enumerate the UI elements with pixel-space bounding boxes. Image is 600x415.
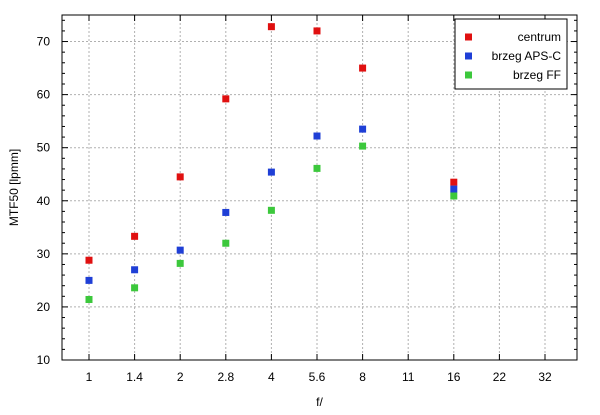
x-axis-tick-labels: 1 1.4 2 2.8 4 5.6 8 11 16 22 32 xyxy=(86,370,552,384)
data-point-brzeg-ff xyxy=(131,284,139,292)
legend-box xyxy=(454,18,568,90)
x-tick-label: 5.6 xyxy=(309,370,326,384)
data-point-brzeg-ff xyxy=(359,142,367,150)
y-tick-label: 60 xyxy=(37,88,51,102)
data-point-brzeg-ff xyxy=(222,239,230,247)
x-tick-label: 22 xyxy=(493,370,507,384)
data-point-centrum xyxy=(313,27,321,35)
y-tick-label: 30 xyxy=(37,247,51,261)
legend-label: brzeg FF xyxy=(513,68,561,82)
data-point-brzeg-aps-c xyxy=(450,185,458,193)
data-point-centrum xyxy=(85,256,93,264)
y-tick-label: 10 xyxy=(37,353,51,367)
data-point-brzeg-aps-c xyxy=(176,246,184,254)
legend-label: centrum xyxy=(518,30,561,44)
data-point-centrum xyxy=(359,64,367,72)
data-points xyxy=(85,23,458,303)
legend-marker xyxy=(465,33,472,41)
y-tick-label: 40 xyxy=(37,194,51,208)
x-tick-label: 1 xyxy=(86,370,93,384)
x-tick-label: 1.4 xyxy=(126,370,143,384)
data-point-brzeg-aps-c xyxy=(131,266,139,274)
x-tick-label: 4 xyxy=(268,370,275,384)
x-axis-title: f/ xyxy=(316,395,323,409)
data-point-brzeg-ff xyxy=(313,164,321,172)
x-tick-label: 8 xyxy=(359,370,366,384)
data-point-centrum xyxy=(176,173,184,181)
x-tick-label: 32 xyxy=(538,370,552,384)
grid-lines xyxy=(62,15,577,360)
legend-marker xyxy=(465,71,472,79)
x-tick-label: 2 xyxy=(177,370,184,384)
data-point-brzeg-ff xyxy=(176,259,184,267)
data-point-brzeg-aps-c xyxy=(359,125,367,133)
x-tick-label: 2.8 xyxy=(217,370,234,384)
data-point-centrum xyxy=(131,232,139,240)
data-point-centrum xyxy=(267,23,275,31)
axis-ticks xyxy=(62,15,577,361)
data-point-centrum xyxy=(450,178,458,186)
legend-label: brzeg APS-C xyxy=(492,49,562,63)
plot-area xyxy=(61,14,578,361)
data-point-brzeg-aps-c xyxy=(267,168,275,176)
data-point-brzeg-aps-c xyxy=(222,208,230,216)
legend: centrum brzeg APS-C brzeg FF xyxy=(454,18,568,90)
data-point-brzeg-ff xyxy=(450,192,458,200)
x-tick-label: 16 xyxy=(447,370,461,384)
data-point-brzeg-aps-c xyxy=(313,132,321,140)
data-point-brzeg-aps-c xyxy=(85,276,93,284)
y-axis-tick-labels: 10 20 30 40 50 60 70 xyxy=(37,35,51,367)
legend-marker xyxy=(465,52,472,60)
x-tick-label: 11 xyxy=(402,370,415,384)
y-tick-label: 20 xyxy=(37,300,51,314)
data-point-brzeg-ff xyxy=(85,295,93,303)
data-point-brzeg-ff xyxy=(267,206,275,214)
y-axis-title: MTF50 [lpmm] xyxy=(7,149,21,226)
y-tick-label: 50 xyxy=(37,141,51,155)
y-tick-label: 70 xyxy=(37,35,51,49)
data-point-centrum xyxy=(222,95,230,103)
